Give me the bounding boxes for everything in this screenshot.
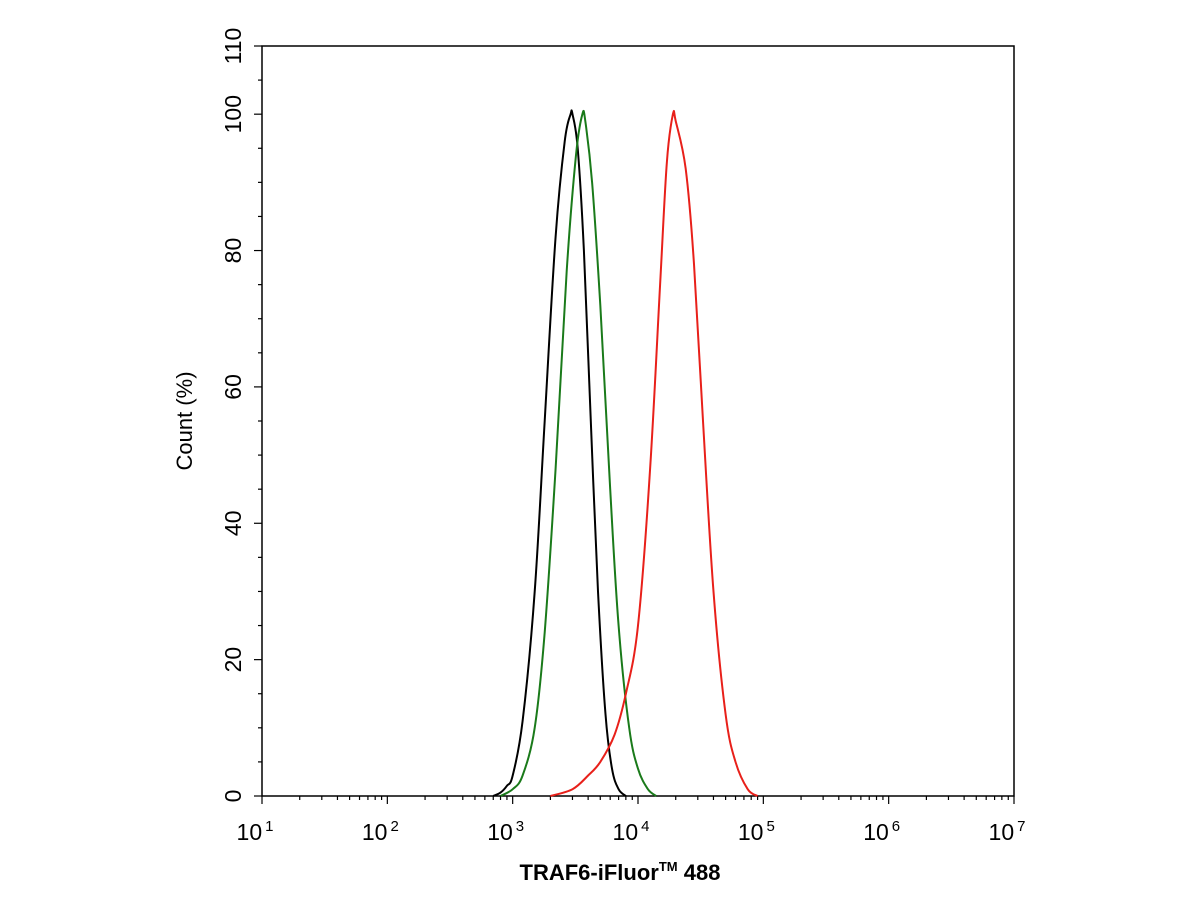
x-axis-title: TRAF6-iFluorTM 488 — [520, 859, 721, 885]
y-axis-title: Count (%) — [172, 371, 197, 470]
plot-frame — [261, 45, 1015, 797]
series-group — [492, 109, 759, 797]
y-tick-label: 0 — [220, 790, 246, 803]
series-line-red — [550, 109, 759, 797]
y-tick-label: 100 — [220, 95, 246, 133]
x-tick-label: 10 1 — [237, 818, 274, 845]
y-tick-label: 20 — [220, 647, 246, 673]
y-tick-label: 60 — [220, 374, 246, 400]
x-tick-label: 10 4 — [613, 818, 650, 845]
x-tick-label: 10 7 — [989, 818, 1026, 845]
y-tick-label: 110 — [220, 28, 246, 65]
y-axis: 0 20 40 60 80 100 110 — [220, 28, 262, 803]
y-tick-label: 80 — [220, 238, 246, 264]
series-line-black — [492, 109, 627, 797]
x-axis-title-main: TRAF6-iFluor — [520, 860, 660, 885]
x-axis-title-sup: TM — [659, 859, 678, 874]
x-tick-label: 10 5 — [738, 818, 775, 845]
series-line-green — [500, 109, 657, 797]
x-tick-label: 10 6 — [863, 818, 900, 845]
x-tick-label: 10 2 — [362, 818, 399, 845]
x-tick-label: 10 3 — [487, 818, 524, 845]
x-axis-title-tail: 488 — [678, 860, 721, 885]
x-axis: 10 1 10 2 10 3 10 4 10 5 10 6 10 7 — [237, 796, 1026, 845]
y-tick-label: 40 — [220, 510, 246, 536]
